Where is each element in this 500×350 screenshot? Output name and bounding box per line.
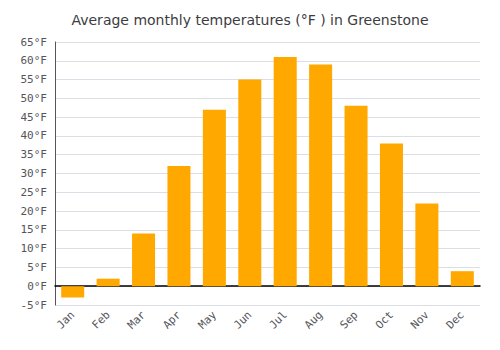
svg-text:Dec: Dec — [444, 308, 467, 331]
svg-text:Aug: Aug — [302, 308, 325, 331]
svg-text:Nov: Nov — [408, 308, 431, 331]
svg-text:25°F: 25°F — [21, 186, 48, 199]
svg-text:60°F: 60°F — [21, 54, 48, 67]
svg-text:May: May — [196, 308, 219, 331]
svg-text:Jul: Jul — [267, 308, 290, 331]
svg-text:35°F: 35°F — [21, 148, 48, 161]
svg-text:Sep: Sep — [337, 308, 360, 331]
svg-text:40°F: 40°F — [21, 129, 48, 142]
svg-text:Jan: Jan — [54, 308, 77, 331]
svg-text:10°F: 10°F — [21, 242, 48, 255]
svg-text:Oct: Oct — [373, 308, 396, 331]
svg-text:Average monthly temperatures (: Average monthly temperatures (°F ) in Gr… — [71, 12, 428, 28]
svg-text:15°F: 15°F — [21, 223, 48, 236]
svg-text:Jun: Jun — [231, 308, 254, 331]
svg-text:45°F: 45°F — [21, 111, 48, 124]
svg-text:Apr: Apr — [160, 308, 183, 331]
svg-text:5°F: 5°F — [27, 261, 47, 274]
svg-text:50°F: 50°F — [21, 92, 48, 105]
svg-text:65°F: 65°F — [21, 36, 48, 49]
svg-text:-5°F: -5°F — [21, 299, 48, 312]
svg-text:Mar: Mar — [125, 308, 148, 331]
svg-text:0°F: 0°F — [27, 280, 47, 293]
svg-text:30°F: 30°F — [21, 167, 48, 180]
svg-text:55°F: 55°F — [21, 73, 48, 86]
svg-text:20°F: 20°F — [21, 205, 48, 218]
svg-text:Feb: Feb — [89, 308, 112, 331]
